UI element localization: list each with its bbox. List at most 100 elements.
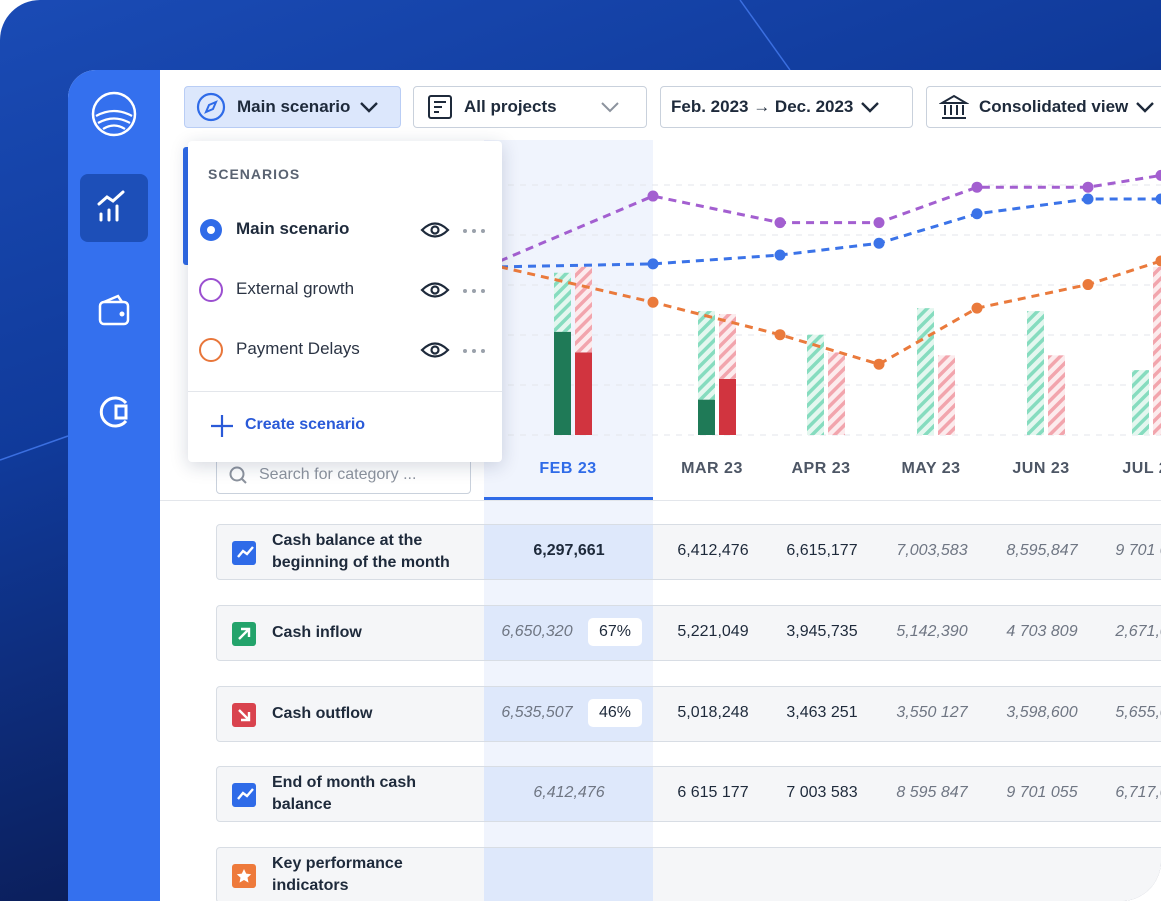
bar-forecast [1027,311,1044,435]
cell-value: 4 703 809 [1006,623,1078,640]
scenario-line [499,173,1161,263]
bar-forecast [554,272,571,332]
row-label: Cash inflow [272,624,362,641]
scenario-item[interactable]: External growth [236,279,355,298]
row-label: Cash outflow [272,705,373,722]
view-button[interactable]: Consolidated view [926,86,1161,128]
month-header: JUL 23 [1122,460,1161,477]
table-row: Cash inflow 6,650,320 5,221,049 3,945,735 5,… [216,605,1161,661]
chevron [360,102,379,113]
line-point [774,329,786,341]
bar-forecast [1048,355,1065,435]
menu-accent [183,147,189,265]
cell-value: 7 003 583 [786,784,858,801]
scenario-button[interactable]: Main scenario [184,86,401,128]
cell-value: 6,412,476 [677,542,749,559]
month-header: MAR 23 [681,460,743,477]
bar-forecast [698,311,715,400]
menu-icons [199,219,485,437]
bar-forecast [807,334,824,435]
cell-value: 6,717,000 [1115,784,1161,801]
cell-value: 6,650,320 [501,623,573,640]
menu-heading: SCENARIOS [208,166,301,182]
line-point [647,190,659,202]
period-label: Feb. 2023 → Dec. 2023 [671,97,854,116]
line-point [873,217,885,229]
line-point [971,302,983,314]
sidebar-icons [80,91,148,428]
line-point [971,181,983,193]
menu-divider [188,391,502,392]
nav-active[interactable] [80,174,148,242]
bank-icon [939,94,969,119]
projects-label: All projects [464,97,557,116]
bar-actual [554,331,571,435]
compass-icon [196,92,226,122]
cell-value: 3,598,600 [1006,704,1078,721]
chevron [600,102,619,113]
line-point [647,258,659,270]
view-label: Consolidated view [979,97,1129,116]
cell-value: 6,535,507 [501,704,573,721]
row-label: Cash balance at the beginning of the mon… [272,532,450,571]
row-label: Key performance indicators [272,855,403,894]
row-icon [232,703,256,727]
chevron [861,102,880,113]
table-row: Key performance indicators [216,847,1161,901]
cell-value: 8 595 847 [896,784,968,801]
current-cell [484,767,653,821]
period-button[interactable]: Feb. 2023 → Dec. 2023 [660,86,913,128]
line-point [971,208,983,220]
line-point [873,358,885,370]
table-row: Cash outflow 6,535,507 5,018,248 3,463 251 3… [216,686,1161,742]
bar-forecast [917,308,934,435]
bar-forecast [719,314,736,379]
bar-forecast [1153,266,1161,435]
create-scenario[interactable]: Create scenario [245,416,366,433]
current-cell [484,848,653,901]
scenario-item[interactable]: Payment Delays [236,339,360,358]
row-label: End of month cash balance [272,774,416,813]
bar-actual [575,352,592,435]
line-point [774,249,786,261]
projects-icon [428,95,452,119]
projects-button[interactable]: All projects [413,86,647,128]
cell-value: 7,003,583 [896,542,968,559]
bar-forecast [828,352,845,435]
cell-value: 8,595,847 [1006,542,1078,559]
cell-value: 5,655,000 [1115,704,1161,721]
cell-value: 2,671,000 [1115,623,1161,640]
row-icon [232,783,256,807]
scenario-line [499,197,1161,269]
month-header: APR 23 [791,460,851,477]
scenario-line [499,259,1161,366]
current-cell [484,525,653,579]
line-point [873,237,885,249]
table-row: Cash balance at the beginning of the mon… [216,524,1161,580]
bar-forecast [1132,370,1149,435]
cell-value: 3,945,735 [786,623,858,640]
scenario-label: Main scenario [237,97,351,116]
share-badge: 67% [588,618,642,646]
bar-actual [719,378,736,435]
scenario-item[interactable]: Main scenario [236,219,350,238]
line-point [1082,279,1094,291]
sidebar [68,70,160,901]
bar-forecast [575,266,592,353]
scenario-menu: SCENARIOS [188,141,502,462]
search-icon [229,466,247,484]
cell-value: 6,297,661 [533,542,605,559]
row-icon [232,622,256,646]
cell-value: 6,412,476 [533,784,605,801]
bar-forecast [938,355,955,435]
line-point [647,296,659,308]
active-month-underline [484,497,653,500]
month-header: FEB 23 [539,460,597,477]
row-icon [232,864,256,888]
line-point [1082,181,1094,193]
cell-value: 3,463 251 [786,704,858,721]
cell-value: 5,018,248 [677,704,749,721]
